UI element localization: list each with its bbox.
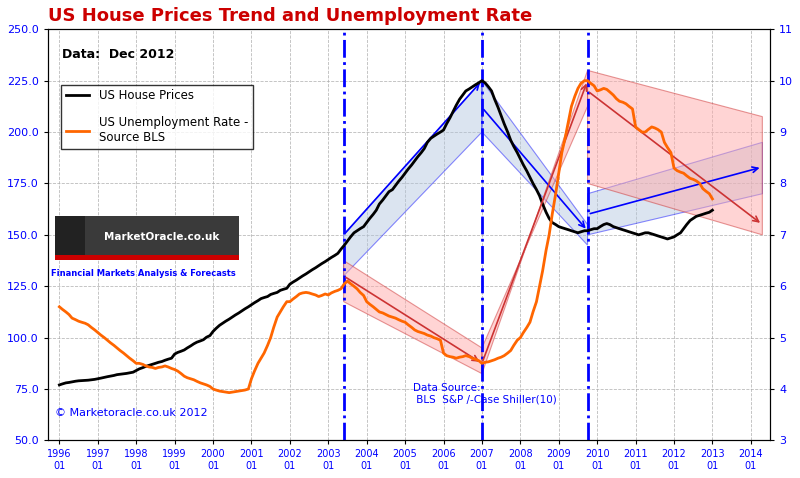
Polygon shape — [482, 81, 587, 245]
FancyBboxPatch shape — [55, 217, 239, 260]
Text: Data:  Dec 2012: Data: Dec 2012 — [62, 48, 174, 61]
FancyBboxPatch shape — [55, 255, 239, 260]
Text: Financial Markets Analysis & Forecasts: Financial Markets Analysis & Forecasts — [51, 269, 235, 278]
Polygon shape — [344, 261, 482, 374]
Text: US House Prices Trend and Unemployment Rate: US House Prices Trend and Unemployment R… — [48, 7, 532, 25]
Polygon shape — [482, 70, 587, 374]
Text: © Marketoracle.co.uk 2012: © Marketoracle.co.uk 2012 — [55, 408, 208, 418]
Polygon shape — [587, 142, 762, 235]
Polygon shape — [344, 81, 482, 276]
Polygon shape — [587, 70, 762, 235]
Legend: US House Prices, US Unemployment Rate -
Source BLS: US House Prices, US Unemployment Rate - … — [61, 85, 253, 149]
Text: MarketOracle.co.uk: MarketOracle.co.uk — [104, 232, 220, 242]
FancyBboxPatch shape — [55, 217, 86, 260]
Text: Data Source:
 BLS  S&P /-Case Shiller(10): Data Source: BLS S&P /-Case Shiller(10) — [413, 383, 556, 404]
